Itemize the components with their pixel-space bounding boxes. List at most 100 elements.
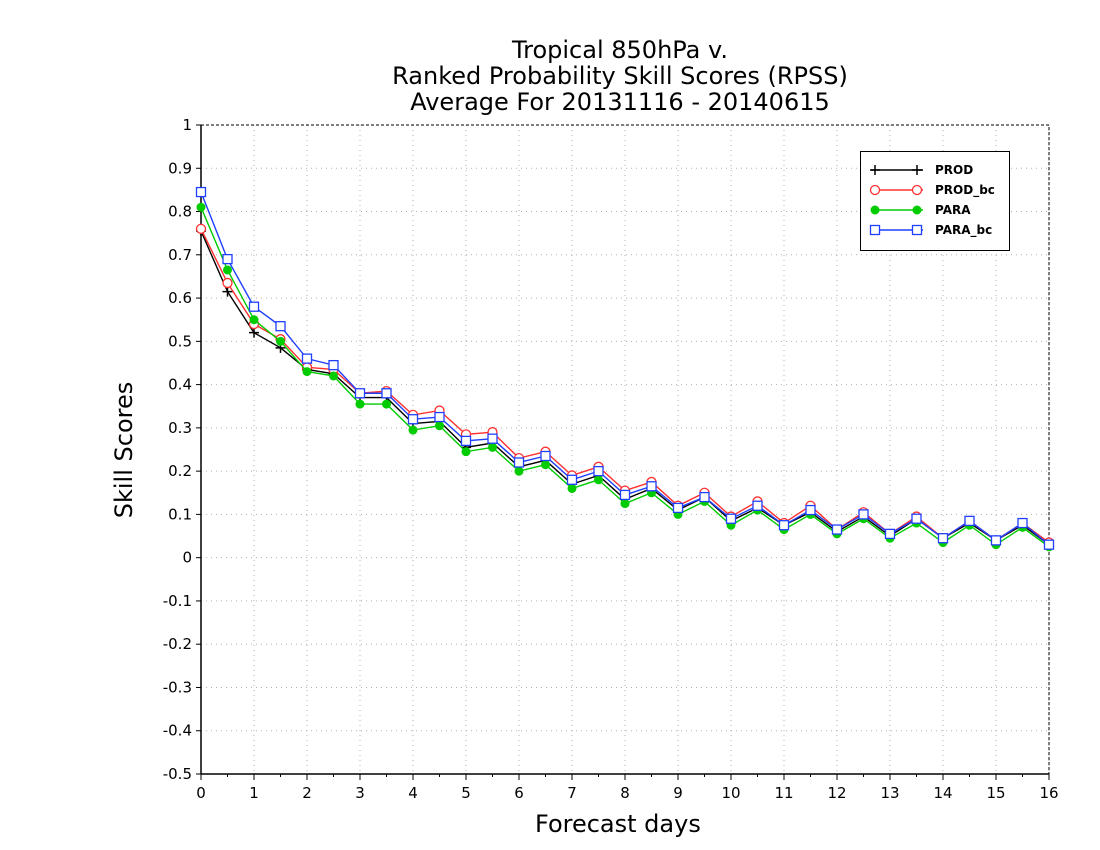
y-tick-label: -0.4 — [163, 722, 192, 740]
data-point — [276, 336, 285, 346]
data-point — [222, 277, 233, 289]
series-lines — [195, 186, 1055, 552]
data-point — [407, 414, 419, 425]
data-point — [990, 535, 1002, 546]
chart-title-line-1: Tropical 850hPa v. — [512, 36, 728, 64]
data-point — [567, 483, 577, 493]
legend-item-prod-bc: PROD_bc — [867, 180, 1007, 200]
data-point — [223, 265, 232, 275]
data-point — [195, 186, 207, 198]
x-tick-label: 8 — [620, 784, 630, 802]
legend-item-para-bc: PARA_bc — [867, 220, 1007, 240]
data-point — [222, 286, 233, 297]
data-point — [672, 502, 684, 514]
data-point — [488, 442, 497, 452]
x-tick-label: 2 — [302, 784, 312, 802]
data-point — [249, 315, 259, 325]
data-point — [911, 513, 922, 524]
data-point — [249, 327, 259, 338]
data-point — [461, 447, 471, 457]
data-point — [619, 489, 631, 501]
data-point — [1043, 539, 1055, 550]
data-point — [513, 457, 525, 468]
data-point — [275, 321, 286, 332]
y-tick-label: 0 — [182, 549, 192, 567]
x-tick-label: 12 — [827, 784, 846, 802]
x-tick-label: 4 — [408, 784, 418, 802]
data-point — [222, 253, 233, 265]
x-tick-label: 15 — [986, 784, 1005, 802]
data-point — [593, 465, 604, 477]
data-point — [329, 371, 338, 381]
y-tick-label: 0.9 — [168, 159, 192, 177]
data-point — [196, 202, 206, 212]
data-point — [354, 388, 366, 399]
data-point — [541, 460, 550, 470]
y-tick-label: 0.4 — [168, 376, 192, 394]
x-tick-label: 6 — [514, 784, 524, 802]
y-tick-label: 0.3 — [168, 419, 192, 437]
data-point — [540, 450, 551, 462]
y-axis-label: Skill Scores — [110, 381, 138, 519]
y-tick-label: -0.2 — [163, 635, 192, 653]
legend-label-para-bc: PARA_bc — [935, 223, 993, 237]
data-point — [487, 433, 498, 444]
data-point — [328, 359, 339, 371]
data-point — [964, 515, 975, 527]
x-axis-label: Forecast days — [535, 810, 701, 838]
y-tick-label: 0.2 — [168, 462, 192, 480]
x-tick-label: 5 — [461, 784, 471, 802]
legend-label-prod-bc: PROD_bc — [935, 183, 995, 197]
legend-item-prod: PROD — [867, 160, 1007, 180]
data-point — [408, 425, 418, 435]
data-point — [460, 435, 472, 446]
data-point — [301, 353, 313, 364]
chart-title-line-3: Average For 20131116 - 20140615 — [410, 88, 830, 116]
data-point — [752, 500, 763, 511]
data-point — [381, 388, 392, 399]
x-tick-label: 7 — [567, 784, 577, 802]
grid-lines — [200, 124, 1050, 775]
data-point — [302, 367, 312, 377]
y-tick-label: 0.1 — [168, 505, 192, 523]
data-point — [646, 481, 657, 492]
data-point — [699, 491, 710, 503]
y-tick-label: 0.7 — [168, 246, 192, 264]
y-tick-label: -0.1 — [163, 592, 192, 610]
data-point — [355, 399, 365, 409]
data-point — [937, 533, 949, 544]
x-tick-label: 0 — [196, 784, 206, 802]
x-tick-label: 13 — [880, 784, 899, 802]
data-point — [620, 499, 630, 509]
data-point — [566, 474, 578, 485]
legend-label-prod: PROD — [935, 163, 974, 177]
data-point — [382, 399, 391, 409]
x-tick-label: 14 — [933, 784, 952, 802]
x-tick-label: 3 — [355, 784, 365, 802]
data-point — [884, 528, 896, 540]
series-para-bc — [195, 186, 1055, 550]
x-tick-label: 9 — [673, 784, 683, 802]
x-tick-label: 16 — [1039, 784, 1058, 802]
y-tick-label: 0.8 — [168, 203, 192, 221]
y-tick-label: -0.5 — [163, 765, 192, 783]
legend-label-para: PARA — [935, 203, 971, 217]
data-point — [1017, 517, 1028, 529]
y-tick-label: 1 — [182, 116, 192, 134]
data-point — [435, 421, 444, 431]
y-tick-label: -0.3 — [163, 678, 192, 696]
data-point — [594, 475, 603, 485]
y-tick-label: 0.5 — [168, 332, 192, 350]
data-point — [858, 509, 869, 520]
x-tick-label: 1 — [249, 784, 259, 802]
legend-item-para: PARA — [867, 200, 1007, 220]
legend: PROD PROD_bc PARA PARA_bc — [860, 151, 1010, 251]
data-point — [514, 466, 524, 476]
data-point — [831, 524, 843, 535]
chart-title-line-2: Ranked Probability Skill Scores (RPSS) — [392, 62, 848, 90]
x-tick-label: 10 — [721, 784, 740, 802]
axes: -0.5 -0.4 -0.3 -0.2 -0.1 0 0.1 0.2 0.3 0.4 0.5 0.6 0… — [163, 116, 1059, 802]
data-point — [434, 411, 445, 423]
data-point — [248, 301, 260, 312]
